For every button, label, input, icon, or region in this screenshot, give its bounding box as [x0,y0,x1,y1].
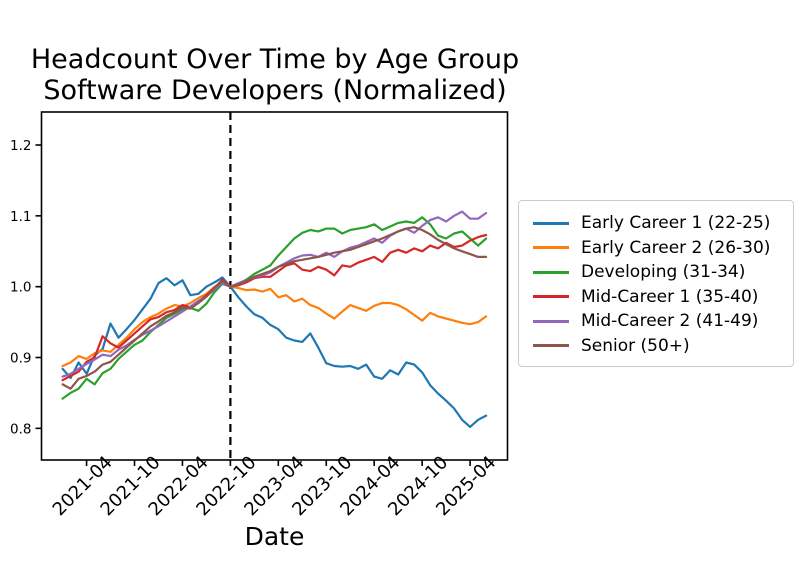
series-line-early-career-1-22-25 [61,276,488,428]
legend-item-label: Mid-Career 2 (41-49) [581,311,759,332]
legend-item: Developing (31-34) [533,260,781,285]
legend-line-swatch [533,246,569,250]
y-tick-label: 0.9 [10,351,31,367]
y-tick-label: 1.1 [10,209,31,225]
legend-item-label: Mid-Career 1 (35-40) [581,286,759,307]
legend-line-swatch [533,221,569,225]
legend-item: Early Career 1 (22-25) [533,211,781,236]
x-axis-label: Date [244,522,305,551]
legend-item-label: Developing (31-34) [581,262,746,283]
legend-item: Mid-Career 1 (35-40) [533,285,781,310]
chart-title-line2: Software Developers (Normalized) [43,75,507,106]
legend-line-swatch [533,295,569,299]
y-tick-label: 1.2 [10,138,31,154]
series-line-senior-50 [61,226,488,390]
legend-item: Early Career 2 (26-30) [533,236,781,261]
chart-title-line1: Headcount Over Time by Age Group [30,44,520,75]
series-line-early-career-2-26-30 [61,281,488,368]
legend-line-swatch [533,344,569,348]
y-tick-label: 1.0 [10,280,31,296]
legend-item: Senior (50+) [533,334,781,359]
series-line-mid-career-1-35-40 [61,233,488,382]
legend-item-label: Early Career 2 (26-30) [581,237,771,258]
legend-line-swatch [533,319,569,323]
chart-title: Headcount Over Time by Age Group Softwar… [24,44,526,106]
legend: Early Career 1 (22-25) Early Career 2 (26… [518,200,794,367]
legend-item: Mid-Career 2 (41-49) [533,309,781,334]
axes-frame [40,111,509,461]
legend-item-label: Senior (50+) [581,335,690,356]
series-line-developing-31-34 [61,216,488,400]
y-tick-label: 0.8 [10,421,31,437]
legend-line-swatch [533,270,569,274]
legend-item-label: Early Career 1 (22-25) [581,213,771,234]
